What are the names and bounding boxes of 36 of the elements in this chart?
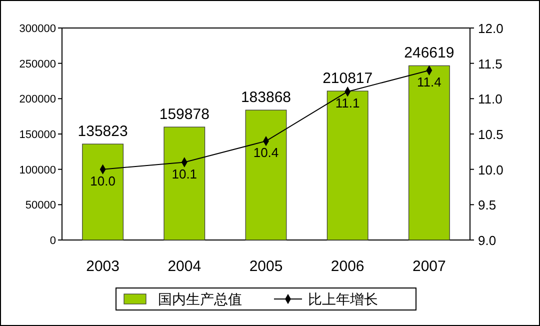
y-tick-label: 50000 [25, 200, 56, 212]
y-tick-label: 250000 [19, 58, 56, 70]
data-label: 159878 [159, 106, 210, 124]
bar [82, 144, 124, 240]
y2-tick-label: 10.5 [478, 127, 504, 142]
y2-tick-label: 12.0 [478, 21, 504, 36]
bar [408, 65, 450, 240]
data-label: 10.1 [172, 166, 198, 182]
x-tick-label: 2006 [330, 258, 364, 275]
bar [164, 126, 206, 240]
legend-label: 国内生产总值 [158, 292, 242, 308]
data-label: 210817 [322, 70, 373, 88]
data-label: 183868 [240, 89, 292, 106]
data-label: 135823 [78, 123, 128, 140]
y2-tick-label: 11.0 [478, 92, 502, 107]
x-tick-label: 2007 [412, 258, 446, 275]
y-tick-label: 150000 [19, 129, 56, 141]
y2-tick-label: 11.5 [478, 56, 502, 72]
y2-tick-label: 10.0 [478, 162, 504, 178]
data-label: 10.0 [90, 173, 116, 188]
y-tick-label: 300000 [19, 23, 56, 35]
x-tick-label: 2004 [168, 258, 202, 275]
x-tick-label: 2005 [249, 258, 283, 275]
y-tick-label: 0 [50, 235, 56, 247]
bar [326, 90, 368, 240]
y2-tick-label: 9.5 [478, 198, 496, 213]
data-label: 10.4 [253, 145, 279, 160]
y-tick-label: 100000 [19, 164, 56, 176]
y-tick-label: 200000 [19, 94, 56, 106]
y2-tick-label: 9.0 [478, 233, 496, 248]
x-tick-label: 2003 [86, 258, 120, 275]
legend-label: 比上年增长 [308, 292, 378, 308]
bar [245, 110, 287, 240]
data-label: 11.1 [335, 96, 360, 111]
data-label: 246619 [404, 44, 454, 62]
data-label: 11.4 [417, 74, 442, 90]
